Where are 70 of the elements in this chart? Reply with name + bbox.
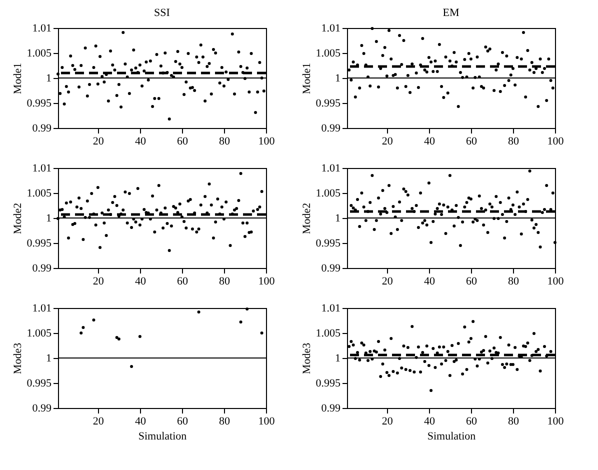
y-tick-label: 0.995 [316,98,341,110]
y-tick-label: 1 [335,72,340,84]
x-tick-label: 100 [547,416,564,428]
y-tick-label: 1.01 [32,22,52,34]
x-tick-label: 40 [424,276,436,288]
y-tick-label: 0.99 [32,402,52,414]
y-tick-label: 0.99 [321,122,341,134]
x-tick-label: 40 [134,416,146,428]
x-tick-label: 100 [258,416,276,428]
x-tick-label: 20 [382,416,394,428]
x-tick-label: 100 [547,136,564,148]
x-tick-label: 40 [424,136,436,148]
y-tick-label: 0.995 [316,238,341,250]
y-axis-title: Mode3 [300,342,313,374]
y-tick-label: 0.99 [32,122,52,134]
y-tick-label: 1.01 [321,162,340,174]
chart-title: SSI [154,7,170,19]
y-tick-label: 1.01 [321,22,340,34]
y-tick-label: 1.005 [316,188,341,200]
x-tick-label: 60 [176,136,188,148]
y-tick-label: 1 [335,212,340,224]
chart-title: EM [442,7,460,19]
x-tick-label: 60 [466,416,478,428]
y-tick-label: 0.99 [32,262,52,274]
x-tick-label: 20 [92,136,104,148]
x-axis-title: Simulation [138,430,188,442]
y-axis-title: Mode2 [300,202,313,234]
x-tick-label: 20 [92,276,104,288]
x-tick-label: 100 [258,276,276,288]
x-tick-label: 40 [134,276,146,288]
y-tick-label: 1.005 [26,328,52,340]
y-axis-title: Mode1 [300,62,313,94]
y-tick-label: 0.99 [321,262,341,274]
x-tick-label: 80 [508,136,520,148]
y-tick-label: 1.005 [316,328,341,340]
y-axis-title: Mode3 [12,342,24,374]
y-tick-label: 1.01 [32,302,52,314]
y-tick-label: 1 [46,212,52,224]
y-axis-title: Mode2 [12,202,24,234]
y-tick-label: 1 [46,352,52,364]
x-tick-label: 80 [508,416,520,428]
y-tick-label: 0.995 [26,98,52,110]
y-tick-label: 1.005 [316,48,341,60]
y-tick-label: 1.01 [321,302,340,314]
x-tick-label: 100 [547,276,564,288]
y-tick-label: 1.005 [26,48,52,60]
x-axis-title: Simulation [427,430,476,442]
x-tick-label: 100 [258,136,276,148]
x-tick-label: 80 [508,276,520,288]
y-tick-label: 1 [46,72,52,84]
x-tick-label: 80 [218,416,230,428]
x-tick-label: 60 [176,416,188,428]
x-tick-label: 40 [134,136,146,148]
x-tick-label: 60 [176,276,188,288]
y-tick-label: 0.995 [316,378,341,390]
y-axis-title: Mode1 [12,62,24,94]
x-tick-label: 40 [424,416,436,428]
y-tick-label: 0.995 [26,238,52,250]
x-tick-label: 80 [218,276,230,288]
y-tick-label: 1.005 [26,188,52,200]
y-tick-label: 1.01 [32,162,52,174]
x-tick-label: 60 [466,276,478,288]
y-tick-label: 0.99 [321,402,341,414]
x-tick-label: 80 [218,136,230,148]
x-tick-label: 20 [382,136,394,148]
x-tick-label: 20 [382,276,394,288]
x-tick-label: 60 [466,136,478,148]
y-tick-label: 0.995 [26,378,52,390]
x-tick-label: 20 [92,416,104,428]
y-tick-label: 1 [335,352,340,364]
